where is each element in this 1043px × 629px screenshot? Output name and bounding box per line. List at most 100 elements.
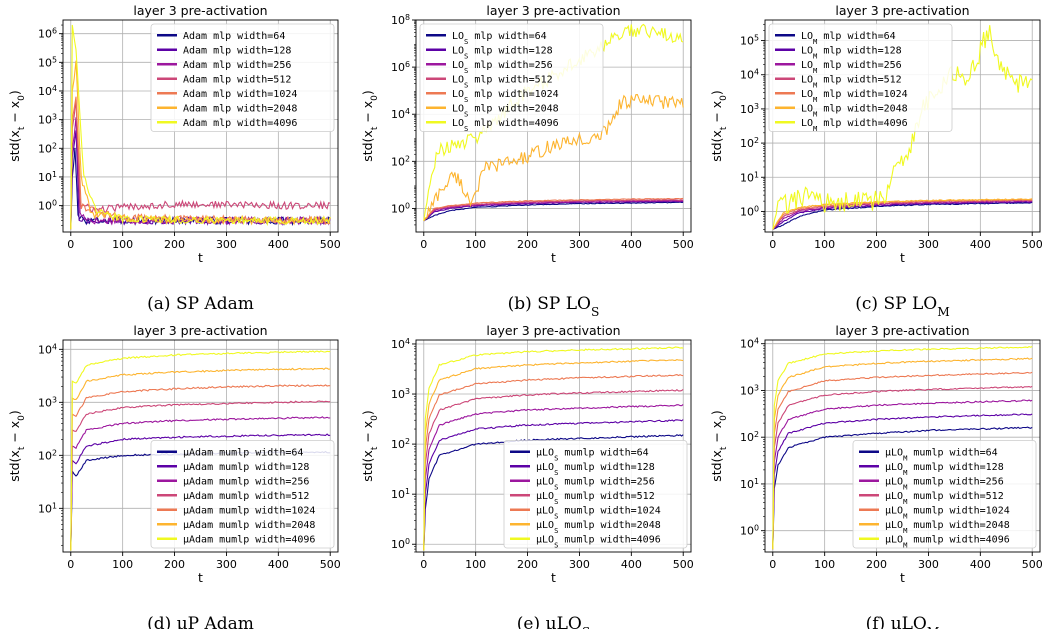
x-tick-label: 300 [918, 558, 939, 571]
y-tick-label: 103 [740, 101, 759, 116]
series-line-3 [423, 404, 684, 551]
legend-label: LOS mlp width=512 [452, 74, 553, 89]
y-tick-label: 104 [391, 336, 410, 351]
legend-label: LOM mlp width=4096 [801, 118, 908, 133]
x-tick-label: 0 [769, 238, 776, 251]
x-tick-label: 300 [569, 238, 590, 251]
series-line-3 [772, 399, 1033, 550]
legend: Adam mlp width=64 Adam mlp width=128 Adam … [150, 23, 335, 132]
series-group [772, 25, 1033, 230]
x-tick-label: 400 [970, 558, 991, 571]
plot-frame [415, 19, 692, 233]
series-line-5 [70, 384, 331, 551]
series-line-5 [423, 197, 684, 222]
series-line-4 [70, 99, 331, 230]
legend-label: LOM mlp width=128 [801, 45, 902, 60]
y-tick-label: 103 [38, 112, 57, 127]
legend-label: μLOM mumlp width=512 [885, 491, 1004, 506]
y-tick-label: 101 [740, 170, 759, 185]
series-line-4 [423, 388, 684, 551]
series-line-6 [423, 359, 684, 551]
x-axis-label: t [900, 250, 905, 265]
legend-label: LOM mlp width=2048 [801, 103, 908, 118]
legend-label: LOM mlp width=256 [801, 60, 902, 75]
y-tick-label: 100 [38, 198, 57, 213]
x-tick-label: 100 [814, 238, 835, 251]
legend-box [852, 440, 1037, 549]
y-axis-label: std(xt − x0) [7, 410, 27, 482]
y-axis-label: std(xt − x0) [360, 410, 380, 482]
x-tick-label: 200 [517, 558, 538, 571]
y-tick-label: 100 [391, 537, 410, 552]
y-tick-label: 100 [740, 523, 759, 538]
legend-label: μLOM mumlp width=4096 [885, 534, 1010, 549]
y-tick-label: 100 [391, 201, 410, 216]
series-line-1 [772, 426, 1033, 550]
legend-box [768, 23, 953, 132]
series-line-5 [423, 374, 684, 551]
y-tick-label: 104 [740, 67, 759, 82]
legend-box [150, 23, 335, 132]
x-tick-label: 0 [420, 238, 427, 251]
y-axis-label: std(xt − x0) [360, 90, 380, 162]
y-tick-label: 103 [391, 387, 410, 402]
legend-label: LOM mlp width=64 [801, 31, 896, 46]
y-tick-label: 106 [391, 60, 410, 75]
legend-label: LOS mlp width=256 [452, 60, 553, 75]
x-tick-label: 500 [320, 238, 341, 251]
legend-label: μLOS mumlp width=512 [536, 491, 655, 506]
x-tick-label: 300 [569, 558, 590, 571]
legend-label: LOM mlp width=512 [801, 74, 902, 89]
chart-title: layer 3 pre-activation [486, 3, 620, 18]
legend-label: μAdam mumlp width=2048 [183, 520, 315, 531]
y-tick-label: 106 [38, 26, 57, 41]
x-tick-label: 100 [112, 238, 133, 251]
legend-label: μAdam mumlp width=128 [183, 462, 309, 473]
x-tick-label: 0 [769, 558, 776, 571]
series-line-3 [423, 200, 684, 222]
panel-caption: (a) SP Adam [147, 294, 254, 314]
x-tick-label: 200 [164, 558, 185, 571]
x-tick-label: 200 [866, 238, 887, 251]
series-line-6 [70, 367, 331, 551]
panel-caption: (e) μLOS [517, 614, 590, 629]
y-axis-label: std(xt − x0) [709, 410, 729, 482]
legend-label: LOM mlp width=1024 [801, 89, 908, 104]
x-tick-label: 0 [420, 558, 427, 571]
chart-title: layer 3 pre-activation [133, 3, 267, 18]
legend-label: LOS mlp width=128 [452, 45, 553, 60]
legend-label: μLOS mumlp width=4096 [536, 534, 661, 549]
chart-title: layer 3 pre-activation [835, 3, 969, 18]
x-tick-label: 400 [621, 238, 642, 251]
series-line-6 [772, 357, 1033, 550]
legend-label: LOS mlp width=64 [452, 31, 547, 46]
chart-panel-2: 0 100 200 300 400 500 100 102 104 106 108 layer 3 p… [360, 3, 694, 265]
x-tick-label: 200 [164, 238, 185, 251]
chart-title: layer 3 pre-activation [486, 323, 620, 338]
series-line-4 [423, 199, 684, 222]
y-tick-label: 101 [38, 501, 57, 516]
x-tick-label: 0 [67, 558, 74, 571]
series-line-5 [772, 371, 1033, 550]
series-line-4 [772, 199, 1033, 230]
legend-label: Adam mlp width=4096 [183, 118, 297, 129]
y-tick-label: 108 [391, 13, 410, 28]
series-line-7 [70, 24, 331, 230]
series-group [70, 24, 331, 230]
legend-label: μAdam mumlp width=256 [183, 476, 309, 487]
legend-label: μAdam mumlp width=4096 [183, 534, 315, 545]
plot-frame [764, 339, 1041, 553]
x-tick-label: 200 [517, 238, 538, 251]
series-line-4 [772, 385, 1033, 550]
legend-label: μLOM mumlp width=256 [885, 476, 1004, 491]
y-axis-label: std(xt − x0) [7, 90, 27, 162]
y-tick-label: 102 [740, 430, 759, 445]
series-line-7 [423, 346, 684, 551]
legend-label: μAdam mumlp width=64 [183, 447, 303, 458]
legend-label: μLOS mumlp width=256 [536, 476, 655, 491]
x-tick-label: 300 [216, 238, 237, 251]
y-tick-label: 103 [740, 383, 759, 398]
